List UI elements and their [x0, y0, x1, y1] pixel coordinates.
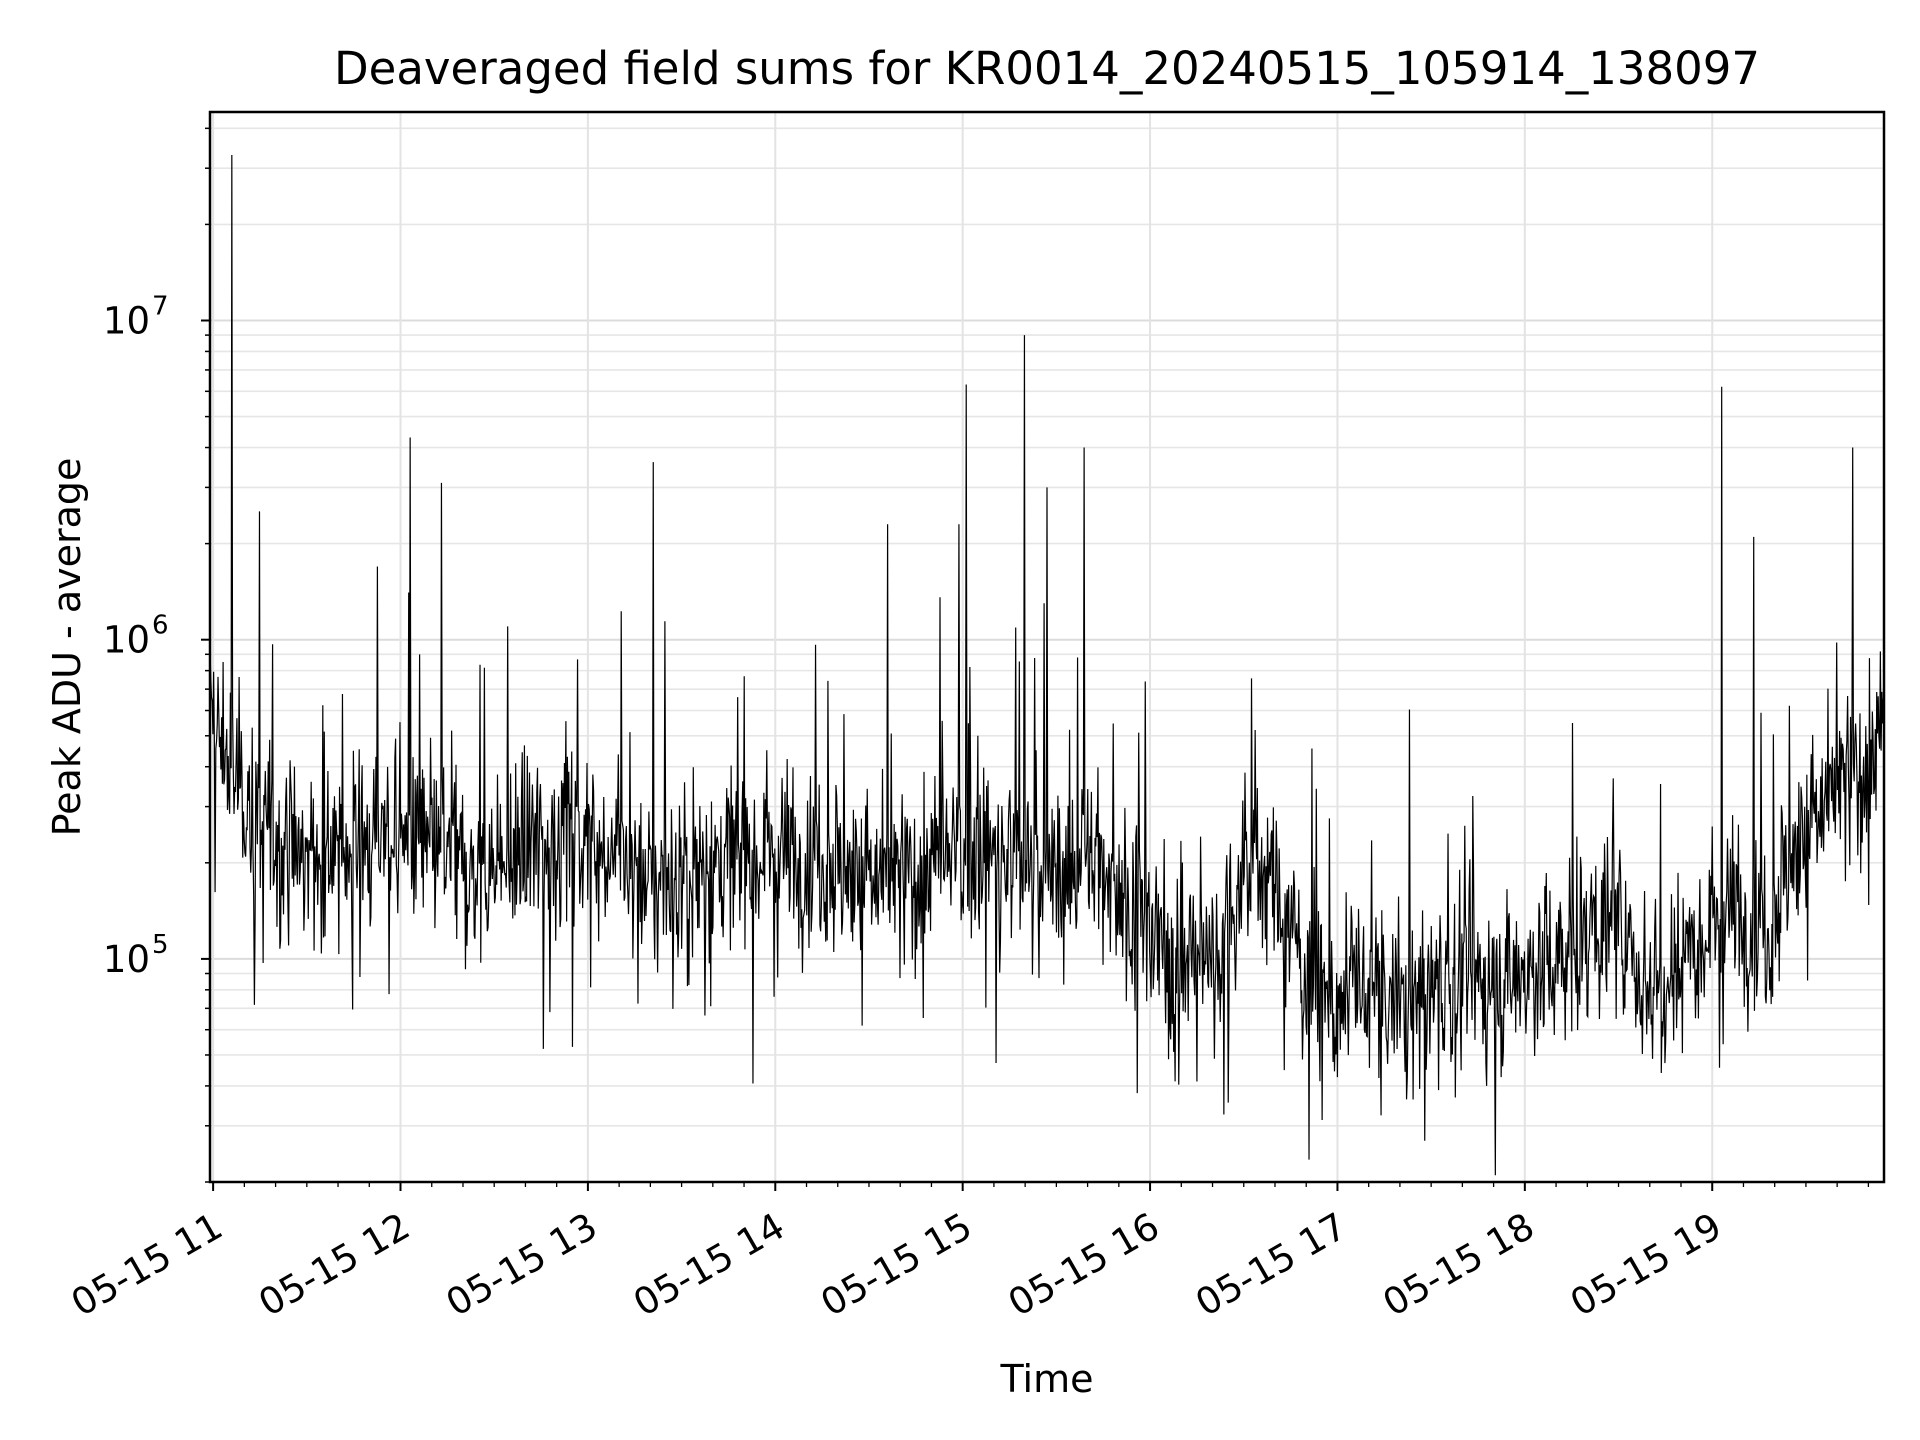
y-tick-exponent: 5 — [152, 930, 169, 960]
plot-frame — [208, 110, 1886, 1184]
y-tick-label: 10 — [103, 938, 150, 981]
y-axis-label: Peak ADU - average — [45, 458, 89, 837]
series-line — [209, 154, 1885, 1176]
x-axis-label: Time — [1000, 1357, 1094, 1401]
series-layer — [209, 154, 1885, 1176]
y-tick-exponent: 7 — [152, 292, 169, 322]
grid — [210, 112, 1884, 1183]
y-tick-label: 10 — [103, 619, 150, 662]
y-tick-exponent: 6 — [152, 611, 169, 641]
y-tick-label: 10 — [103, 300, 150, 343]
chart-title: Deaveraged field sums for KR0014_2024051… — [334, 42, 1760, 95]
